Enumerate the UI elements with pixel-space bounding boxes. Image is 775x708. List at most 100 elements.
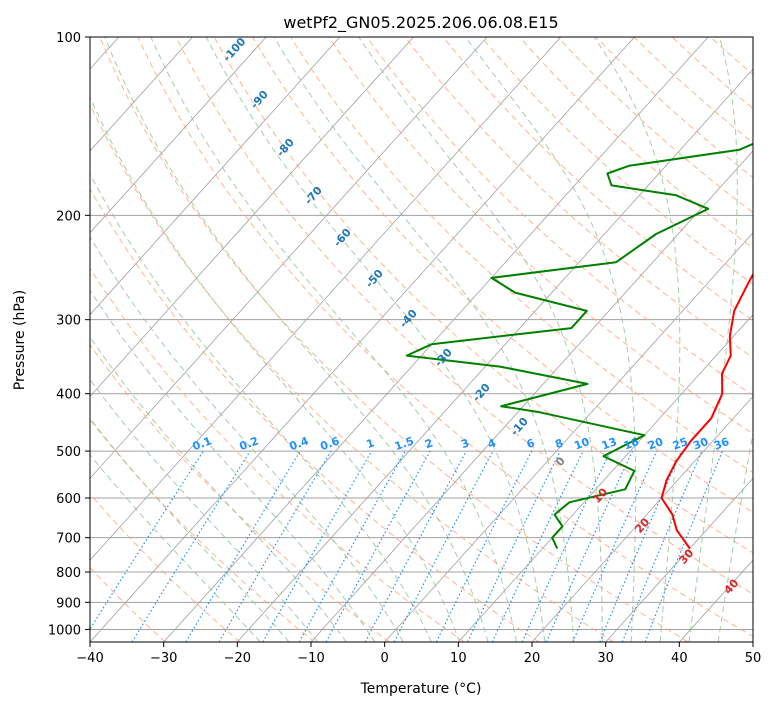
y-tick-label: 900 — [56, 596, 81, 611]
dry-adiabat-line — [99, 37, 689, 642]
moist-adiabat-line — [90, 378, 319, 642]
x-tick-label: 20 — [524, 651, 541, 666]
y-tick-label: 500 — [56, 445, 81, 460]
y-tick-label: 1000 — [48, 623, 81, 638]
mixing-ratio-label: 30 — [691, 435, 710, 453]
y-tick-label: 100 — [56, 31, 81, 46]
mixing-ratio-line — [521, 450, 611, 642]
mixing-ratio-line — [298, 450, 406, 642]
isotherm-gridline — [90, 37, 488, 479]
mixing-ratio-label: 36 — [712, 435, 731, 453]
sounding-lines — [405, 142, 753, 550]
mixing-ratio-line — [185, 450, 301, 642]
isotherm-gridline — [90, 37, 193, 152]
mixing-ratio-label: 1.5 — [393, 434, 416, 453]
y-tick-label: 200 — [56, 209, 81, 224]
mixing-ratio-label: 0.1 — [191, 434, 214, 453]
isotherm-gridline — [90, 37, 267, 234]
moist-adiabat-line — [90, 172, 432, 642]
mixing-ratio-line — [262, 450, 373, 642]
x-tick-label: 10 — [450, 651, 467, 666]
moist-adiabat-line — [464, 37, 637, 642]
y-axis-title: Pressure (hPa) — [12, 290, 28, 390]
isotherm-gridline — [531, 395, 753, 642]
mixing-ratio-line — [325, 450, 431, 642]
moist-adiabat-line — [90, 417, 290, 642]
dry-adiabat-line — [595, 37, 753, 179]
y-tick-label: 700 — [56, 532, 81, 547]
mixing-ratio-line — [621, 450, 703, 642]
x-tick-label: 50 — [745, 651, 762, 666]
moist-adiabat-line — [273, 37, 575, 642]
mixing-ratio-label: 1 — [365, 436, 377, 451]
dry-adiabat-line — [90, 103, 614, 642]
isotherm-gridline — [90, 37, 562, 561]
mixing-ratio-label: 25 — [671, 435, 690, 452]
y-tick-label: 400 — [56, 388, 81, 403]
x-tick-label: −40 — [76, 651, 103, 666]
moist-adiabat-line — [205, 37, 546, 642]
moist-adiabat-line — [688, 37, 738, 642]
x-tick-label: 0 — [381, 651, 389, 666]
dry-adiabat-line — [633, 37, 753, 144]
isotherm-gridline — [90, 37, 341, 316]
mixing-ratio-label: 0.6 — [318, 434, 341, 453]
x-tick-label: −20 — [224, 651, 251, 666]
moist-adiabat-line — [104, 37, 489, 642]
isotherm-gridline — [605, 477, 753, 642]
isotherm-gridline — [237, 68, 753, 642]
y-tick-label: 800 — [56, 566, 81, 581]
mixing-ratio-label: 20 — [646, 435, 665, 453]
mixing-ratio-label: 8 — [553, 436, 565, 451]
x-tick-label: 30 — [597, 651, 614, 666]
temperature-line — [660, 272, 753, 550]
mixing-ratio-label: 13 — [600, 435, 619, 452]
background-lines — [90, 37, 753, 642]
mixing-ratio-label: 0.4 — [288, 434, 311, 453]
x-tick-label: −10 — [297, 651, 324, 666]
x-tick-label: −30 — [150, 651, 177, 666]
mixing-ratio-label: 2 — [423, 436, 435, 451]
isotherm-gridline — [90, 37, 635, 642]
dry-adiabat-line — [90, 418, 316, 642]
dry-adiabat-line — [175, 37, 753, 595]
moist-adiabat-line — [358, 37, 603, 642]
mixing-ratio-label: 3 — [459, 436, 471, 451]
mixing-ratio-line — [491, 450, 584, 642]
moist-adiabat-line — [90, 453, 261, 642]
plot-frame — [89, 36, 754, 643]
mixing-ratio-line — [131, 450, 251, 642]
isotherm-gridline — [384, 232, 753, 642]
moist-adiabat-line — [90, 235, 404, 642]
dry-adiabat-line — [442, 37, 753, 322]
dry-adiabat-line — [328, 37, 753, 435]
dry-adiabat-line — [251, 37, 753, 513]
moist-adiabat-line — [717, 430, 753, 642]
mixing-ratio-label: 10 — [572, 435, 591, 453]
dry-adiabat-line — [366, 37, 753, 396]
x-tick-label: 40 — [671, 651, 688, 666]
chart-title: wetPf2_GN05.2025.206.06.08.E15 — [283, 13, 558, 33]
x-axis: −40 −30 −20 −10 0 10 20 30 40 50 — [76, 642, 761, 666]
dry-adiabat-line — [90, 187, 540, 642]
mixing-ratio-line — [599, 450, 682, 642]
mixing-ratio-line — [218, 450, 332, 642]
mixing-ratio-line — [466, 450, 561, 642]
dry-adiabat-line — [481, 37, 753, 285]
moist-adiabat-line — [150, 37, 517, 642]
mixing-ratio-label: 0.2 — [238, 434, 261, 453]
moist-adiabat-line — [90, 289, 376, 642]
x-axis-title: Temperature (°C) — [360, 681, 482, 697]
moist-adiabat-line — [593, 37, 681, 642]
dry-adiabat-line — [290, 37, 753, 474]
mixing-ratio-line — [545, 450, 634, 642]
isotherm-gridline — [90, 37, 414, 398]
y-tick-label: 300 — [56, 314, 81, 329]
y-axis: 1000 900 800 700 600 500 400 300 200 100 — [48, 31, 90, 638]
mixing-ratio-line — [90, 450, 204, 631]
mixing-ratio-label: 6 — [525, 436, 537, 451]
moist-adiabat-line — [90, 336, 347, 642]
y-tick-label: 600 — [56, 492, 81, 507]
dewpoint-line — [405, 142, 753, 549]
